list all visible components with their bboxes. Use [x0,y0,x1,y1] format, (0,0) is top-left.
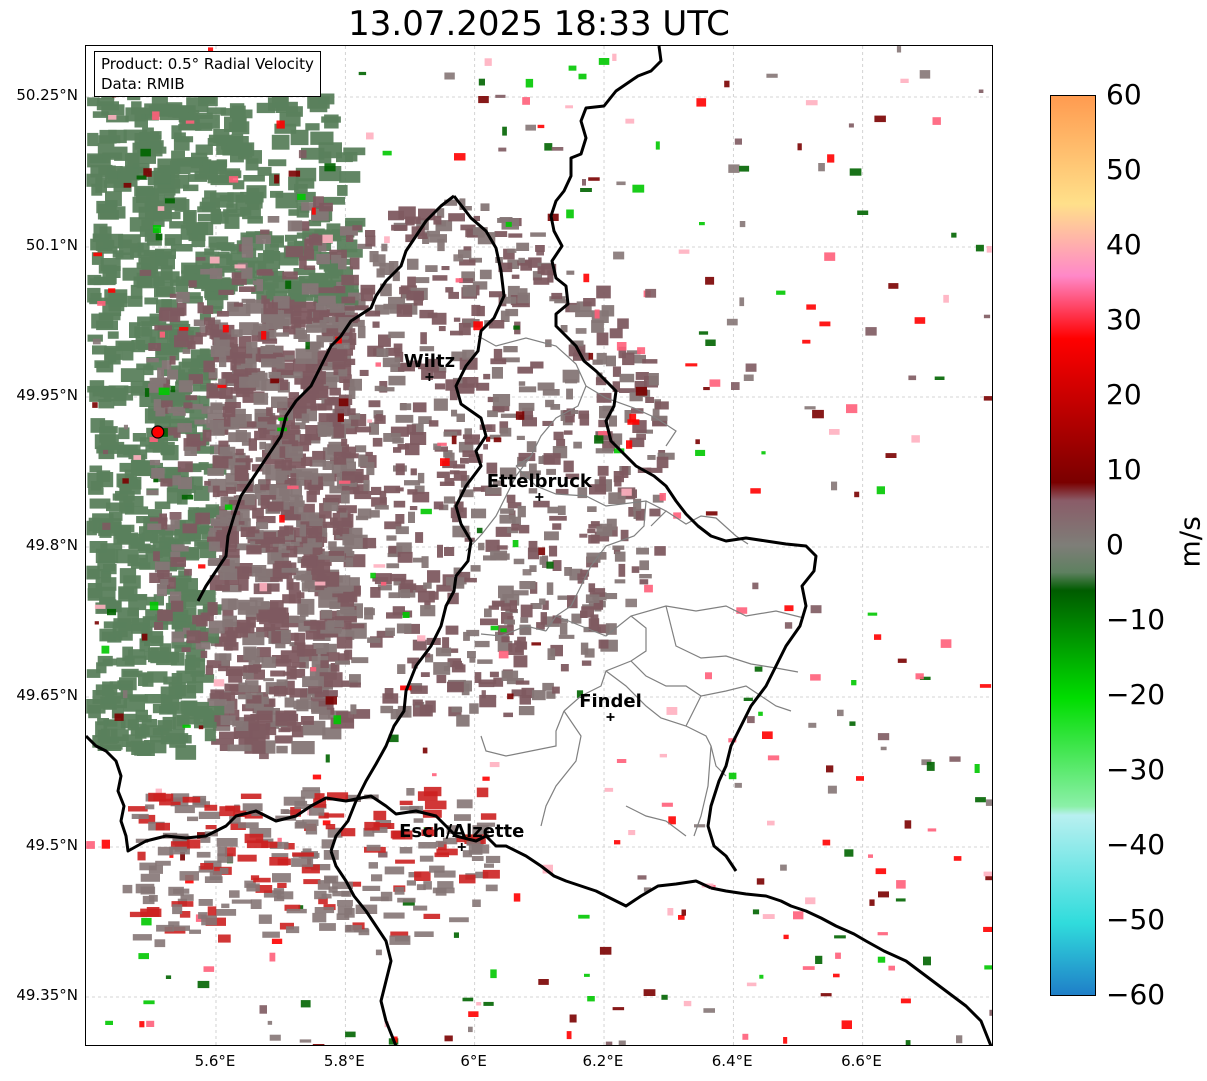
city-marker: Ettelbruck [487,471,593,501]
colorbar-tick-label: −30 [1106,753,1166,786]
longitude-tick-label: 5.8°E [323,1052,365,1070]
latitude-tick-label: 49.35°N [16,986,78,1004]
city-marker: Wiltz [404,351,455,381]
colorbar-tick-label: 40 [1106,228,1142,261]
city-cross-icon [425,373,434,381]
colorbar-tick-label: 10 [1106,453,1142,486]
product-info-box: Product: 0.5° Radial Velocity Data: RMIB [94,51,321,97]
colorbar-tick-label: −40 [1106,828,1166,861]
city-cross-icon [457,843,466,851]
radar-site-marker [151,425,165,439]
city-cross-icon [606,713,615,721]
city-label: Findel [579,691,642,712]
latitude-tick-label: 50.25°N [16,86,78,104]
map-title: 13.07.2025 18:33 UTC [348,4,730,44]
longitude-tick-label: 6.4°E [711,1052,753,1070]
colorbar-tick-label: −20 [1106,678,1166,711]
city-marker: Findel [579,691,642,721]
longitude-tick-label: 5.6°E [194,1052,236,1070]
city-marker: Esch/Alzette [399,821,524,851]
city-label: Esch/Alzette [399,821,524,842]
product-label: Product: 0.5° Radial Velocity [101,55,314,73]
colorbar-tick-label: 0 [1106,528,1124,561]
longitude-tick-label: 6.6°E [841,1052,882,1070]
latitude-tick-label: 49.95°N [16,386,78,404]
city-markers: Wiltz Ettelbruck Findel Esch/Alzette [399,351,642,851]
longitude-tick-label: 6.2°E [582,1052,624,1070]
latitude-tick-label: 49.8°N [25,536,78,554]
data-source-label: Data: RMIB [101,75,185,93]
canton-boundaries [465,335,805,837]
colorbar-tick-label: 20 [1106,378,1142,411]
colorbar-tick-label: −50 [1106,903,1166,936]
velocity-echoes [86,46,992,1045]
latitude-tick-label: 49.5°N [25,836,78,854]
city-label: Ettelbruck [487,471,593,492]
city-label: Wiltz [404,351,455,372]
country-borders [86,46,992,1045]
colorbar-tick-label: −60 [1106,978,1166,1011]
radar-map[interactable]: Wiltz Ettelbruck Findel Esch/Alzette [85,45,993,1046]
colorbar-tick-label: 50 [1106,153,1142,186]
city-cross-icon [535,493,544,501]
longitude-tick-label: 6°E [460,1052,487,1070]
colorbar-unit-label: m/s [1173,516,1207,568]
latitude-tick-label: 50.1°N [25,236,78,254]
map-canvas: Wiltz Ettelbruck Findel Esch/Alzette [86,46,992,1045]
colorbar-tick-label: −10 [1106,603,1166,636]
colorbar-tick-label: 30 [1106,303,1142,336]
latitude-tick-label: 49.65°N [16,686,78,704]
velocity-colorbar [1050,95,1096,996]
colorbar-tick-label: 60 [1106,78,1142,111]
